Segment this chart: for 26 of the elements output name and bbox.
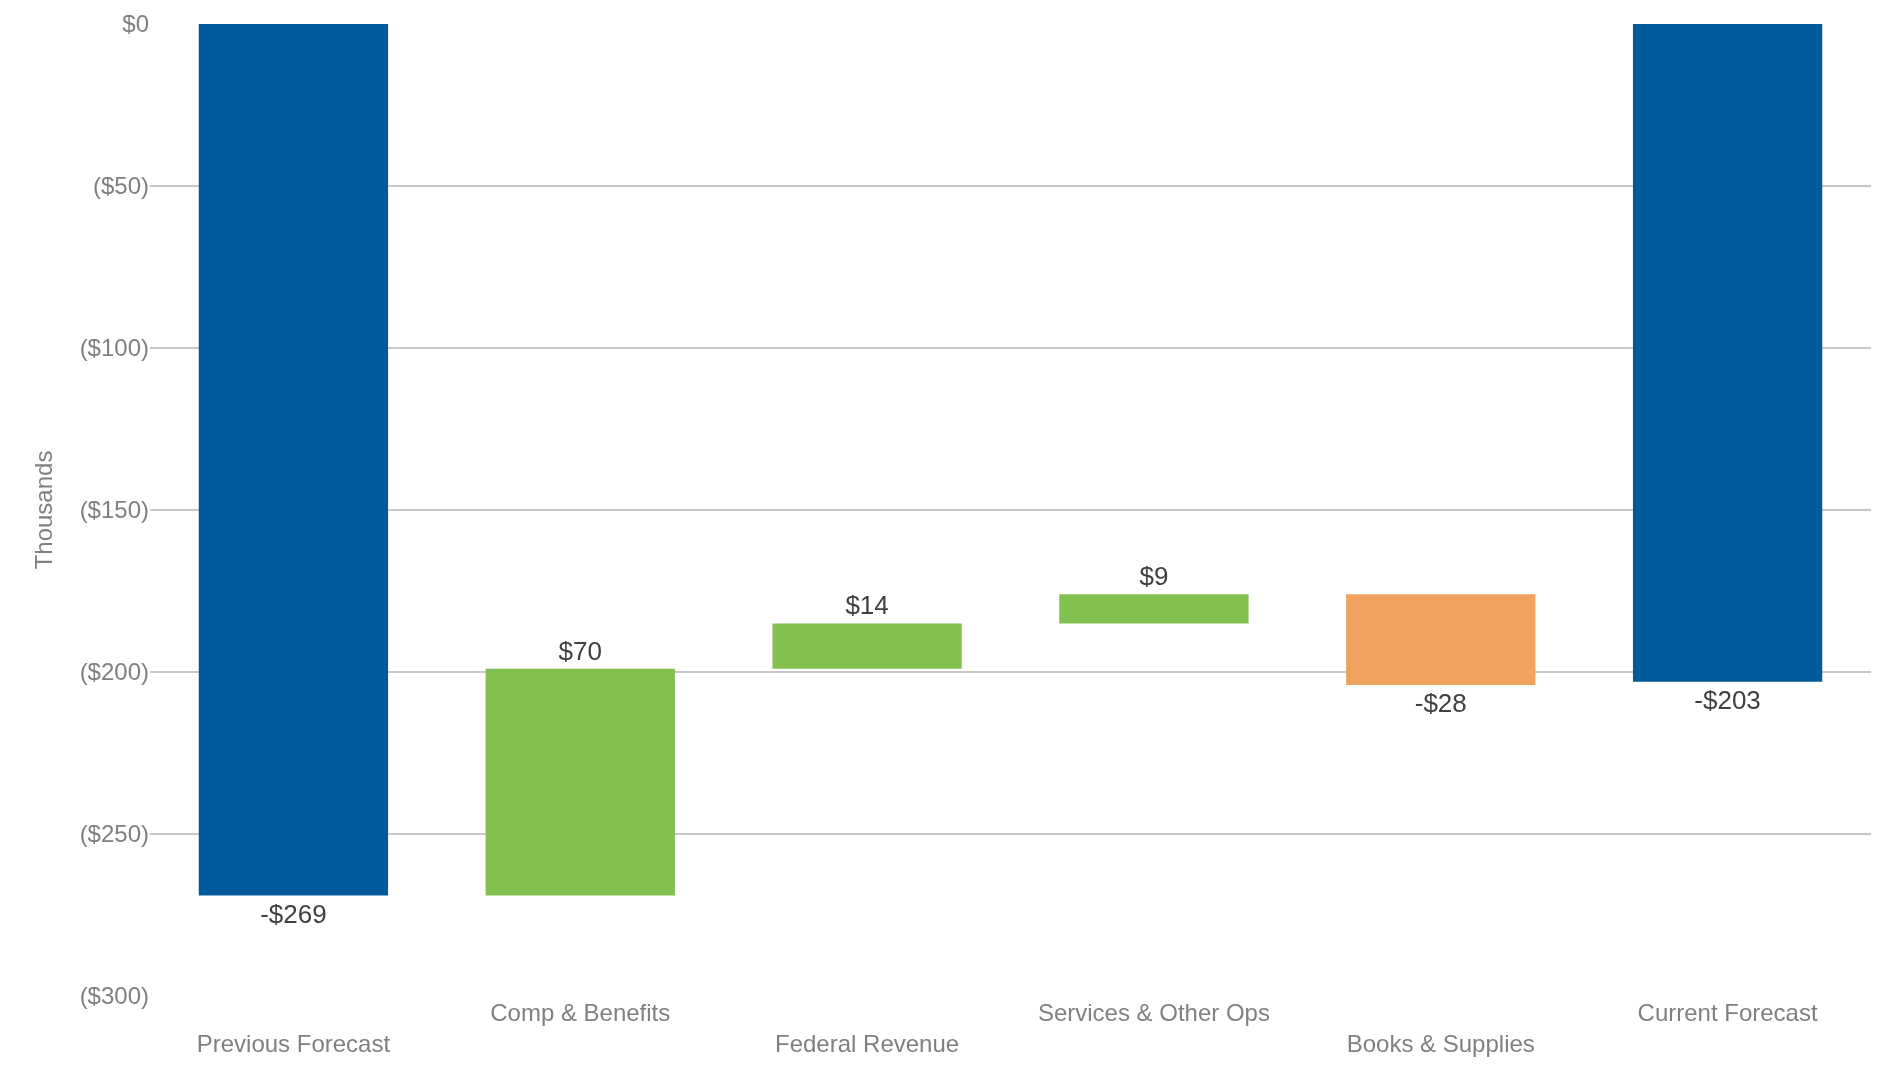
y-tick-label: $0 <box>122 10 149 38</box>
y-tick-label: ($200) <box>79 658 149 686</box>
x-tick-label: Comp & Benefits <box>490 999 671 1026</box>
data-label: -$28 <box>1414 687 1467 718</box>
data-label: -$269 <box>260 898 327 929</box>
x-tick-label: Books & Supplies <box>1346 1030 1535 1058</box>
x-tick-label: Current Forecast <box>1637 999 1818 1026</box>
bar <box>485 668 675 896</box>
bar <box>1059 594 1249 624</box>
bar <box>198 24 389 896</box>
x-tick-label: Previous Forecast <box>196 1030 391 1058</box>
x-tick-label: Federal Revenue <box>775 1030 960 1058</box>
x-tick-label: Services & Other Ops <box>1037 999 1270 1026</box>
data-label: $70 <box>558 635 602 666</box>
y-tick-label: ($50) <box>92 172 149 200</box>
y-tick-label: ($150) <box>79 496 149 524</box>
y-axis-title: Thousands <box>29 450 57 570</box>
bar <box>1346 594 1536 685</box>
data-label: $9 <box>1139 561 1169 592</box>
y-tick-label: ($250) <box>79 820 149 848</box>
bar <box>1632 24 1823 682</box>
bar <box>772 623 962 669</box>
data-label: $14 <box>845 590 889 621</box>
y-tick-label: ($100) <box>79 334 149 362</box>
y-tick-label: ($300) <box>79 982 149 1010</box>
data-label: -$203 <box>1694 684 1761 715</box>
